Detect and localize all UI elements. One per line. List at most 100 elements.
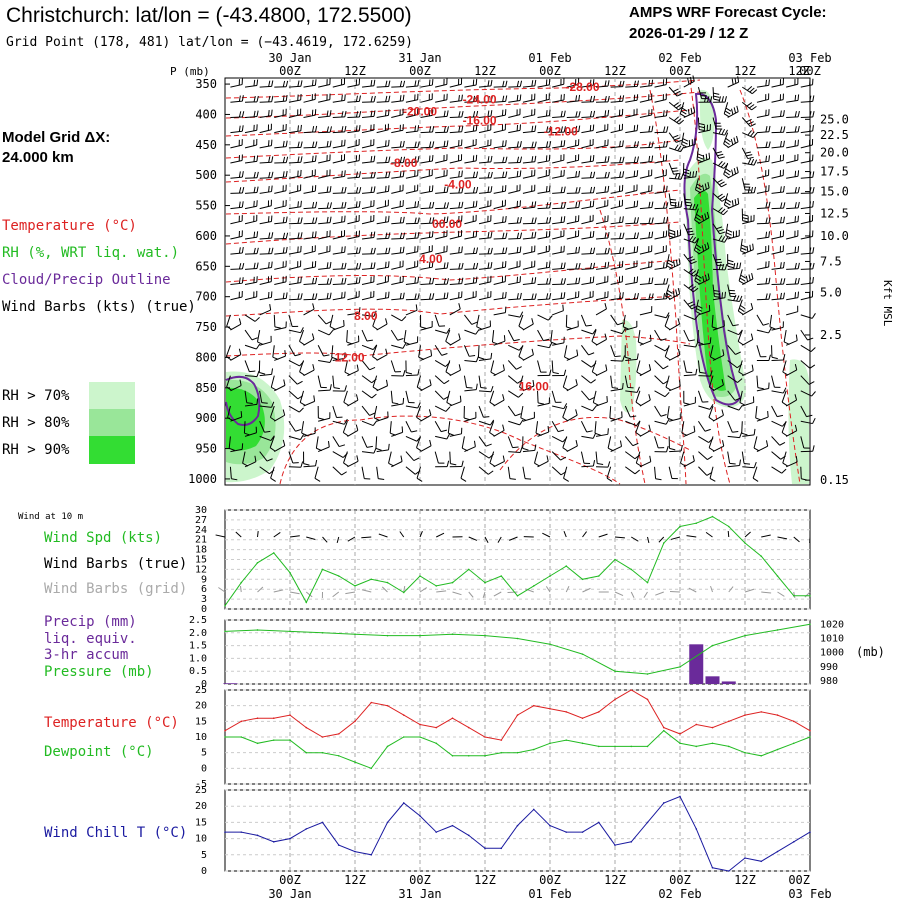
wind-barb-shaft xyxy=(269,405,275,418)
wind-barb xyxy=(391,426,404,437)
wind-barb-feather xyxy=(341,471,347,476)
wind-barb-feather xyxy=(622,140,624,147)
wind-barb xyxy=(522,379,535,392)
wind-barb-shaft xyxy=(244,160,257,164)
wind-barb-feather xyxy=(461,262,464,269)
wind-barb xyxy=(288,405,304,413)
wind-barb-shaft xyxy=(493,369,505,377)
wind-barb-feather xyxy=(636,353,639,360)
precip-bar xyxy=(223,683,238,684)
wind-barb-shaft xyxy=(347,312,360,316)
wind-barb xyxy=(259,368,274,377)
wind-barb xyxy=(622,314,629,330)
panel-tick-label: 0.5 xyxy=(189,666,207,677)
wind-barb xyxy=(537,245,550,255)
wind-barb xyxy=(288,232,303,240)
wind-barb xyxy=(317,329,334,336)
wind-barb-shaft xyxy=(274,100,287,103)
panel-tick-label: 0 xyxy=(201,679,207,690)
wind-barb-feather xyxy=(742,220,749,223)
wind-barb-shaft xyxy=(288,405,300,413)
wind-barb xyxy=(303,93,316,103)
wind-barb-feather xyxy=(706,242,710,249)
wind-barb xyxy=(508,260,521,270)
wind-barb-shaft xyxy=(332,235,345,240)
panel-tick-label: 20 xyxy=(195,701,207,712)
wind-barb xyxy=(464,276,478,286)
wind-barb xyxy=(303,125,318,134)
wind-barb-shaft xyxy=(756,445,768,453)
wind-barb xyxy=(756,79,770,88)
wind-barb-feather xyxy=(768,231,771,238)
wind-barb xyxy=(464,95,479,103)
wind-barb-feather xyxy=(238,247,241,254)
wind-barb-feather xyxy=(681,107,688,112)
wind-barb-feather xyxy=(797,110,800,118)
wind-barb-feather xyxy=(696,213,702,219)
wind-barb-true xyxy=(306,536,316,541)
wind-barb-feather xyxy=(326,216,329,223)
wind-barb-shaft xyxy=(800,405,807,417)
wind-barb-feather xyxy=(771,356,778,360)
wind-barb-shaft xyxy=(318,159,330,164)
wind-barb-shaft xyxy=(405,282,418,286)
wind-barb xyxy=(244,426,257,437)
wind-barb-shaft xyxy=(669,417,681,422)
wind-barb-feather xyxy=(731,108,734,115)
wind-barb xyxy=(551,451,567,461)
wind-barb-shaft xyxy=(625,206,638,210)
wind-barb-feather xyxy=(297,293,300,300)
wind-barb-shaft xyxy=(493,266,506,270)
wind-barb-shaft xyxy=(361,220,374,225)
pressure-tick-label: 500 xyxy=(195,168,217,182)
wind-barb-shaft xyxy=(581,390,590,401)
wind-barb xyxy=(361,329,373,342)
wind-barb xyxy=(552,169,565,179)
wind-barb-shaft xyxy=(522,114,535,118)
wind-barb xyxy=(259,171,274,179)
wind-barb-shaft xyxy=(244,236,257,240)
top-time-label: 00Z xyxy=(409,64,431,78)
td-points xyxy=(224,689,811,770)
wind-barb-feather xyxy=(446,262,449,269)
wind-chill-point xyxy=(337,844,340,846)
wind-barb xyxy=(698,96,713,103)
wind-barb-feather xyxy=(238,348,242,355)
wind-barb-feather xyxy=(622,156,625,163)
wind-barb xyxy=(230,201,244,210)
wind-barb-shaft xyxy=(610,145,623,149)
wind-barb-feather xyxy=(748,274,751,281)
wind-barb-shaft xyxy=(537,390,539,403)
wind-barb-shaft xyxy=(639,190,652,194)
wind-barb-shaft xyxy=(478,115,492,118)
wind-barb-shaft xyxy=(405,420,412,433)
wind-barb xyxy=(449,427,463,437)
pressure-tick-label: 600 xyxy=(195,229,217,243)
wind-barb-feather xyxy=(458,277,461,284)
wind-barb xyxy=(288,108,302,118)
wind-chill-point xyxy=(224,831,226,833)
wind-barb xyxy=(668,287,681,301)
wind-barb-feather xyxy=(241,277,244,284)
wind-barb-feather xyxy=(768,125,771,132)
wind-barb-feather xyxy=(358,111,362,118)
wind-barb-feather xyxy=(297,380,303,385)
wind-barb-feather xyxy=(675,104,682,109)
wind-barb-shaft xyxy=(535,421,539,434)
temperature-labels: -28.00-24.00-20.00-16.00-12.00-8.00-4.00… xyxy=(335,80,600,393)
wind-barb-feather xyxy=(718,235,723,241)
wind-barb-feather xyxy=(717,228,724,232)
wind-barb-feather xyxy=(358,186,362,194)
wind-barb-feather xyxy=(531,156,534,163)
wind-barb-feather xyxy=(545,185,548,193)
wind-barb-feather xyxy=(633,246,636,253)
wind-barb-feather xyxy=(399,156,403,163)
wind-barb-feather xyxy=(519,419,524,426)
wind-barb xyxy=(361,420,378,427)
wind-barb xyxy=(800,247,815,255)
wind-barb xyxy=(244,214,258,225)
wind-barb xyxy=(771,216,785,225)
wind-barb-feather xyxy=(589,247,593,254)
wind-barb xyxy=(519,375,525,391)
wind-barb xyxy=(288,169,302,179)
